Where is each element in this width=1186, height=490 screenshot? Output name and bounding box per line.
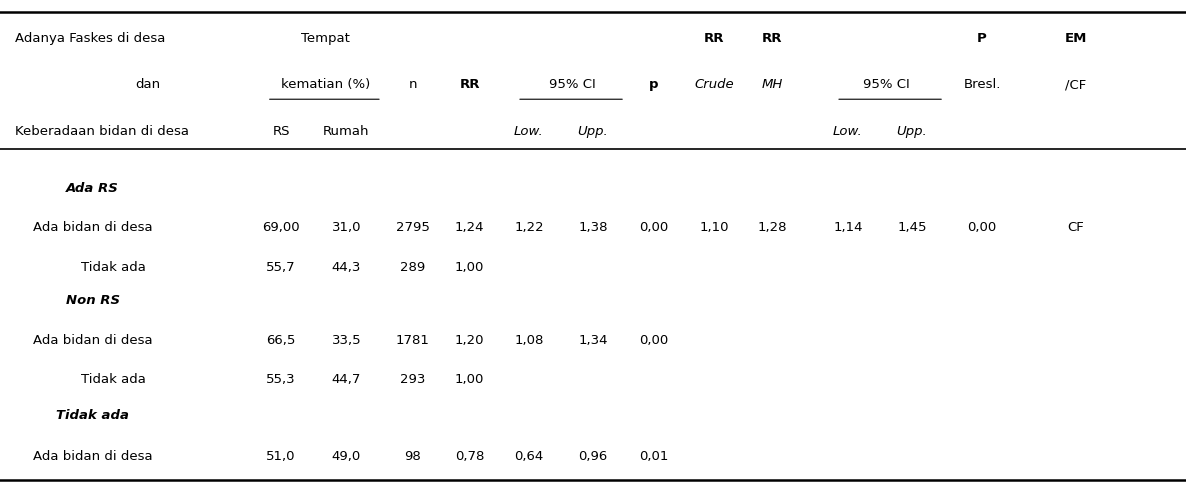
- Text: n: n: [408, 78, 417, 92]
- Text: 51,0: 51,0: [267, 450, 295, 463]
- Text: RR: RR: [459, 78, 480, 92]
- Text: p: p: [649, 78, 658, 92]
- Text: Ada RS: Ada RS: [66, 182, 119, 196]
- Text: Tidak ada: Tidak ada: [56, 409, 129, 422]
- Text: Upp.: Upp.: [578, 125, 608, 138]
- Text: Keberadaan bidan di desa: Keberadaan bidan di desa: [15, 125, 190, 138]
- Text: 1,08: 1,08: [515, 334, 543, 347]
- Text: 289: 289: [400, 261, 426, 274]
- Text: Ada bidan di desa: Ada bidan di desa: [33, 450, 153, 463]
- Text: Tidak ada: Tidak ada: [81, 261, 146, 274]
- Text: Tempat: Tempat: [301, 32, 350, 45]
- Text: 1781: 1781: [396, 334, 429, 347]
- Text: 1,34: 1,34: [579, 334, 607, 347]
- Text: 55,7: 55,7: [267, 261, 295, 274]
- Text: 0,01: 0,01: [639, 450, 668, 463]
- Text: 31,0: 31,0: [332, 221, 361, 235]
- Text: 1,45: 1,45: [898, 221, 926, 235]
- Text: 1,38: 1,38: [579, 221, 607, 235]
- Text: 0,64: 0,64: [515, 450, 543, 463]
- Text: 293: 293: [400, 373, 426, 387]
- Text: 1,10: 1,10: [700, 221, 728, 235]
- Text: 49,0: 49,0: [332, 450, 361, 463]
- Text: Adanya Faskes di desa: Adanya Faskes di desa: [15, 32, 166, 45]
- Text: 1,24: 1,24: [455, 221, 484, 235]
- Text: dan: dan: [135, 78, 161, 92]
- Text: EM: EM: [1065, 32, 1086, 45]
- Text: 0,00: 0,00: [639, 334, 668, 347]
- Text: Low.: Low.: [514, 125, 544, 138]
- Text: 0,00: 0,00: [639, 221, 668, 235]
- Text: 1,22: 1,22: [515, 221, 543, 235]
- Text: 1,14: 1,14: [834, 221, 862, 235]
- Text: 98: 98: [404, 450, 421, 463]
- Text: 33,5: 33,5: [332, 334, 361, 347]
- Text: 0,96: 0,96: [579, 450, 607, 463]
- Text: 0,00: 0,00: [968, 221, 996, 235]
- Text: 1,20: 1,20: [455, 334, 484, 347]
- Text: 44,3: 44,3: [332, 261, 361, 274]
- Text: 69,00: 69,00: [262, 221, 300, 235]
- Text: 95% CI: 95% CI: [549, 78, 597, 92]
- Text: /CF: /CF: [1065, 78, 1086, 92]
- Text: 44,7: 44,7: [332, 373, 361, 387]
- Text: Low.: Low.: [833, 125, 863, 138]
- Text: 95% CI: 95% CI: [862, 78, 910, 92]
- Text: RR: RR: [761, 32, 783, 45]
- Text: Bresl.: Bresl.: [963, 78, 1001, 92]
- Text: RS: RS: [273, 125, 289, 138]
- Text: 2795: 2795: [396, 221, 429, 235]
- Text: 1,28: 1,28: [758, 221, 786, 235]
- Text: RR: RR: [703, 32, 725, 45]
- Text: Rumah: Rumah: [323, 125, 370, 138]
- Text: Upp.: Upp.: [897, 125, 927, 138]
- Text: 1,00: 1,00: [455, 261, 484, 274]
- Text: Tidak ada: Tidak ada: [81, 373, 146, 387]
- Text: 55,3: 55,3: [267, 373, 295, 387]
- Text: Ada bidan di desa: Ada bidan di desa: [33, 334, 153, 347]
- Text: MH: MH: [761, 78, 783, 92]
- Text: Non RS: Non RS: [65, 294, 120, 307]
- Text: CF: CF: [1067, 221, 1084, 235]
- Text: Ada bidan di desa: Ada bidan di desa: [33, 221, 153, 235]
- Text: kematian (%): kematian (%): [281, 78, 370, 92]
- Text: P: P: [977, 32, 987, 45]
- Text: 1,00: 1,00: [455, 373, 484, 387]
- Text: 66,5: 66,5: [267, 334, 295, 347]
- Text: Crude: Crude: [694, 78, 734, 92]
- Text: 0,78: 0,78: [455, 450, 484, 463]
